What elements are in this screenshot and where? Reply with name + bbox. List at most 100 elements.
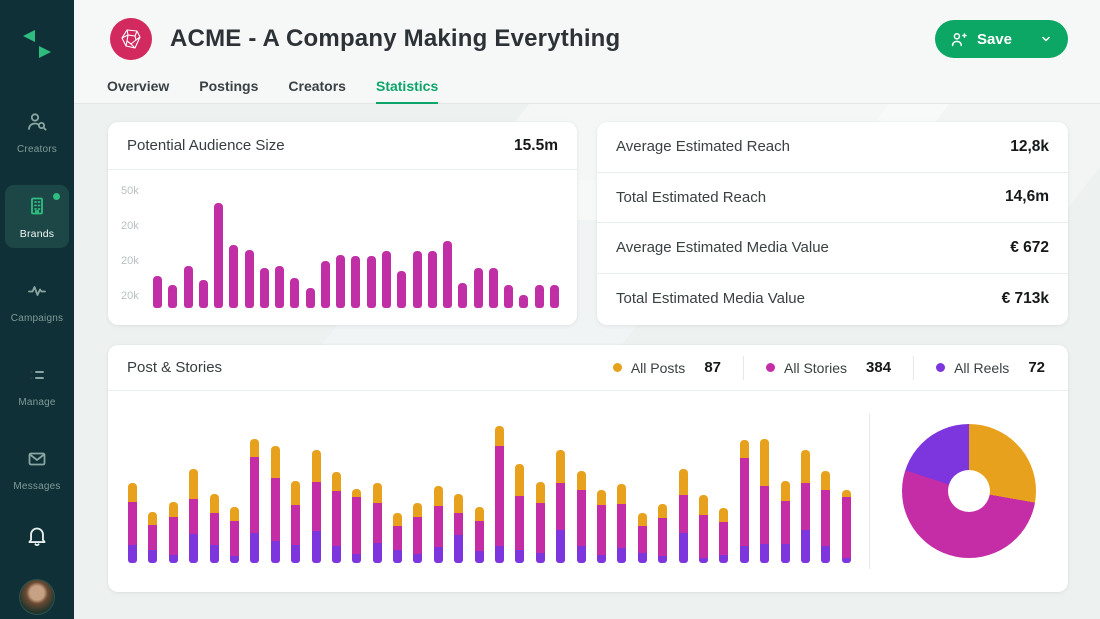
audience-bar xyxy=(488,268,498,308)
sidebar-item-messages[interactable]: Messages xyxy=(5,438,69,500)
audience-card-value: 15.5m xyxy=(514,136,558,154)
page-header: ACME - A Company Making Everything Save xyxy=(74,0,1100,104)
sidebar-item-label: Messages xyxy=(13,481,61,492)
stacked-bar xyxy=(800,450,810,563)
audience-bar xyxy=(549,285,559,308)
brand-logo-icon xyxy=(110,18,152,60)
stacked-bar xyxy=(556,450,566,563)
stat-row: Average Estimated Media Value € 672 xyxy=(597,223,1068,274)
donut-hole xyxy=(948,470,990,512)
stacked-bar xyxy=(596,490,606,563)
stacked-bar xyxy=(433,486,443,563)
chevron-down-icon xyxy=(1040,33,1052,45)
stacked-bar xyxy=(637,513,647,563)
audience-bar xyxy=(366,256,376,308)
tab-overview[interactable]: Overview xyxy=(107,78,170,94)
audience-size-card: Potential Audience Size 15.5m 50k 20k 20… xyxy=(108,122,577,325)
legend-all-reels: All Reels 72 xyxy=(914,359,1049,376)
stacked-bar xyxy=(250,439,260,563)
save-button[interactable]: Save xyxy=(934,20,1068,58)
stacked-bar xyxy=(229,507,239,563)
sidebar-item-label: Manage xyxy=(18,397,56,408)
stacked-bar xyxy=(841,490,851,563)
bell-icon[interactable] xyxy=(24,522,50,553)
stacked-bar xyxy=(454,494,464,563)
tab-postings[interactable]: Postings xyxy=(199,78,259,94)
audience-bar xyxy=(473,268,483,308)
stacked-bar xyxy=(821,471,831,563)
audience-bar xyxy=(320,261,330,308)
app-logo-icon xyxy=(17,26,57,67)
sidebar-item-label: Campaigns xyxy=(10,313,64,324)
stacked-bar xyxy=(678,469,688,563)
stacked-bar xyxy=(698,495,708,563)
stat-value: € 713k xyxy=(1001,289,1049,307)
audience-bar xyxy=(351,256,361,308)
stacked-bar xyxy=(148,512,158,563)
main-area: ACME - A Company Making Everything Save xyxy=(74,0,1100,619)
audience-bar xyxy=(290,278,300,308)
stacked-bar xyxy=(576,471,586,563)
audience-bar xyxy=(534,285,544,308)
stat-row: Total Estimated Media Value € 713k xyxy=(597,274,1068,325)
user-search-icon xyxy=(25,110,49,139)
building-icon xyxy=(25,194,49,223)
stat-value: 14,6m xyxy=(1005,188,1049,206)
stacked-bar xyxy=(209,494,219,563)
legend-divider xyxy=(913,355,915,380)
audience-bar xyxy=(305,288,315,308)
audience-bar xyxy=(244,250,254,308)
legend-all-stories: All Stories 384 xyxy=(744,359,913,376)
tab-statistics[interactable]: Statistics xyxy=(375,78,439,104)
stacked-bar xyxy=(270,446,280,563)
audience-bar xyxy=(183,266,193,308)
stacked-bar xyxy=(413,503,423,563)
stacked-bar xyxy=(168,502,178,563)
tab-creators[interactable]: Creators xyxy=(288,78,346,94)
mail-icon xyxy=(25,447,49,476)
stat-row: Average Estimated Reach 12,8k xyxy=(597,122,1068,173)
list-icon xyxy=(25,363,49,392)
audience-bars xyxy=(153,196,559,308)
stat-label: Total Estimated Reach xyxy=(616,188,767,206)
stacked-bar xyxy=(331,472,341,563)
sidebar-item-label: Brands xyxy=(19,228,55,240)
stat-value: 12,8k xyxy=(1010,137,1049,155)
user-avatar[interactable] xyxy=(19,579,55,615)
sidebar-item-brands[interactable]: Brands xyxy=(5,185,69,248)
chart-divider xyxy=(869,413,870,569)
audience-bar xyxy=(168,285,178,308)
sidebar-item-campaigns[interactable]: Campaigns xyxy=(5,270,69,332)
audience-bar xyxy=(259,268,269,308)
legend-all-posts: All Posts 87 xyxy=(591,359,743,376)
audience-bar xyxy=(397,271,407,308)
stacked-bar xyxy=(189,469,199,563)
estimated-stats-card: Average Estimated Reach 12,8k Total Esti… xyxy=(597,122,1068,325)
stacked-bar xyxy=(393,513,403,563)
post-stories-card: Post & Stories All Posts 87 All Stories … xyxy=(108,345,1068,592)
audience-bar xyxy=(458,283,468,308)
stacked-bar xyxy=(474,507,484,563)
audience-bar xyxy=(275,266,285,308)
audience-card-title: Potential Audience Size xyxy=(127,137,285,154)
audience-bar xyxy=(229,245,239,308)
stat-row: Total Estimated Reach 14,6m xyxy=(597,173,1068,223)
activity-icon xyxy=(25,279,49,308)
post-stories-title: Post & Stories xyxy=(127,359,223,376)
content-mix-donut-chart xyxy=(902,424,1036,558)
sidebar: Creators Brands Campaigns xyxy=(0,0,74,619)
audience-bar xyxy=(381,251,391,308)
audience-bar xyxy=(519,295,529,308)
y-axis-labels: 50k 20k 20k 20k xyxy=(121,185,139,302)
posts-dot-icon xyxy=(612,363,622,372)
page-title: ACME - A Company Making Everything xyxy=(170,25,621,52)
stacked-bar xyxy=(495,426,505,563)
stacked-bar xyxy=(291,481,301,563)
stat-value: € 672 xyxy=(1010,238,1049,256)
user-plus-icon xyxy=(949,30,968,49)
sidebar-item-manage[interactable]: Manage xyxy=(5,354,69,416)
save-button-label: Save xyxy=(976,30,1012,48)
sidebar-item-creators[interactable]: Creators xyxy=(5,101,69,163)
stat-label: Average Estimated Media Value xyxy=(616,239,829,257)
stacked-bar xyxy=(128,483,137,563)
